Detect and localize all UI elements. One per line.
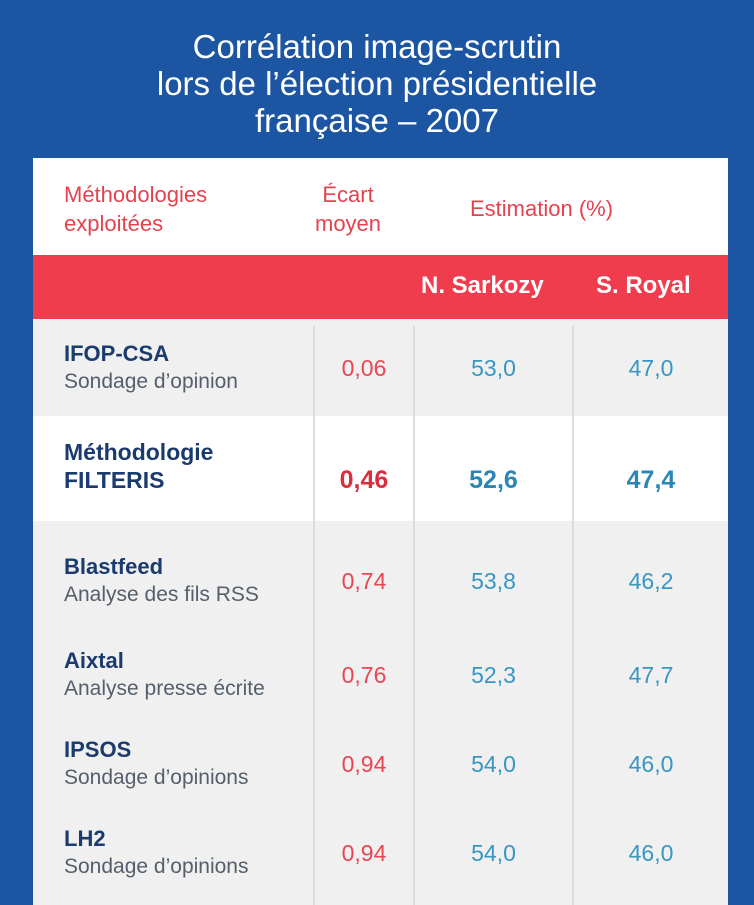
method-detail: Sondage d’opinion xyxy=(64,370,238,393)
royal-value: 47,4 xyxy=(626,466,676,494)
ecart-value: 0,94 xyxy=(341,840,387,866)
ecart-value: 0,46 xyxy=(339,466,389,494)
method-name-line-1: Méthodologie xyxy=(64,439,214,465)
table-row-lh2: LH2 Sondage d’opinions 0,94 54,0 46,0 xyxy=(33,825,728,905)
table-row-aixtal: Aixtal Analyse presse écrite 0,76 52,3 4… xyxy=(33,647,728,727)
results-table: Méthodologies exploitées Écart moyen Est… xyxy=(33,158,728,905)
method-cell: IPSOS Sondage d’opinions xyxy=(64,736,314,792)
column-divider xyxy=(572,326,574,905)
royal-value: 47,0 xyxy=(628,355,674,381)
header-methodologies-line-2: exploitées xyxy=(64,211,164,236)
header-royal: S. Royal xyxy=(596,272,691,299)
header-methodologies: Méthodologies exploitées xyxy=(64,180,207,238)
sarkozy-value: 52,6 xyxy=(469,466,518,494)
ecart-value: 0,06 xyxy=(341,355,387,381)
method-cell: LH2 Sondage d’opinions xyxy=(64,825,314,881)
sarkozy-value: 54,0 xyxy=(471,840,516,866)
method-detail: Sondage d’opinions xyxy=(64,855,249,878)
method-detail: Analyse presse écrite xyxy=(64,677,265,700)
chart-title-line-1: Corrélation image-scrutin xyxy=(192,28,562,65)
column-divider xyxy=(313,326,315,905)
method-cell: Blastfeed Analyse des fils RSS xyxy=(64,553,314,609)
method-name: Blastfeed xyxy=(64,554,164,579)
method-name: IFOP-CSA xyxy=(64,341,170,366)
method-name-line-2: FILTERIS xyxy=(64,467,165,493)
sarkozy-value: 54,0 xyxy=(471,751,516,777)
method-detail: Analyse des fils RSS xyxy=(64,583,259,606)
table-header xyxy=(33,158,728,255)
ecart-value: 0,76 xyxy=(341,662,387,688)
table-row-blastfeed: Blastfeed Analyse des fils RSS 0,74 53,8… xyxy=(33,553,728,633)
ecart-value: 0,94 xyxy=(341,751,387,777)
method-cell: Méthodologie FILTERIS xyxy=(64,438,314,494)
method-name: Aixtal xyxy=(64,648,124,673)
royal-value: 46,0 xyxy=(628,751,674,777)
method-name: IPSOS xyxy=(64,737,132,762)
header-ecart-line-2: moyen xyxy=(315,211,382,236)
table-row-ipsos: IPSOS Sondage d’opinions 0,94 54,0 46,0 xyxy=(33,736,728,816)
ecart-value: 0,74 xyxy=(341,568,387,594)
method-cell: Aixtal Analyse presse écrite xyxy=(64,647,314,703)
chart-title: Corrélation image-scrutin lors de l’élec… xyxy=(0,28,754,139)
sarkozy-value: 53,8 xyxy=(471,568,516,594)
sarkozy-value: 52,3 xyxy=(471,662,516,688)
royal-value: 46,0 xyxy=(628,840,674,866)
header-ecart-line-1: Écart xyxy=(322,182,374,207)
header-estimation: Estimation (%) xyxy=(470,196,614,221)
chart-title-line-2: lors de l’élection présidentielle xyxy=(156,65,598,102)
sarkozy-value: 53,0 xyxy=(471,355,516,381)
method-name: LH2 xyxy=(64,826,106,851)
header-sarkozy: N. Sarkozy xyxy=(421,272,544,299)
column-divider xyxy=(413,326,415,905)
table-row-ifop-csa: IFOP-CSA Sondage d’opinion 0,06 53,0 47,… xyxy=(33,340,728,420)
royal-value: 46,2 xyxy=(628,568,674,594)
header-ecart-moyen: Écart moyen xyxy=(315,180,381,238)
method-cell: IFOP-CSA Sondage d’opinion xyxy=(64,340,314,396)
highlighted-row-background xyxy=(33,416,728,521)
royal-value: 47,7 xyxy=(628,662,674,688)
header-methodologies-line-1: Méthodologies xyxy=(64,182,208,207)
table-row-filteris: Méthodologie FILTERIS 0,46 52,6 47,4 xyxy=(33,438,728,518)
chart-title-line-3: française – 2007 xyxy=(254,102,499,139)
method-detail: Sondage d’opinions xyxy=(64,766,249,789)
candidate-header-band xyxy=(33,255,728,319)
